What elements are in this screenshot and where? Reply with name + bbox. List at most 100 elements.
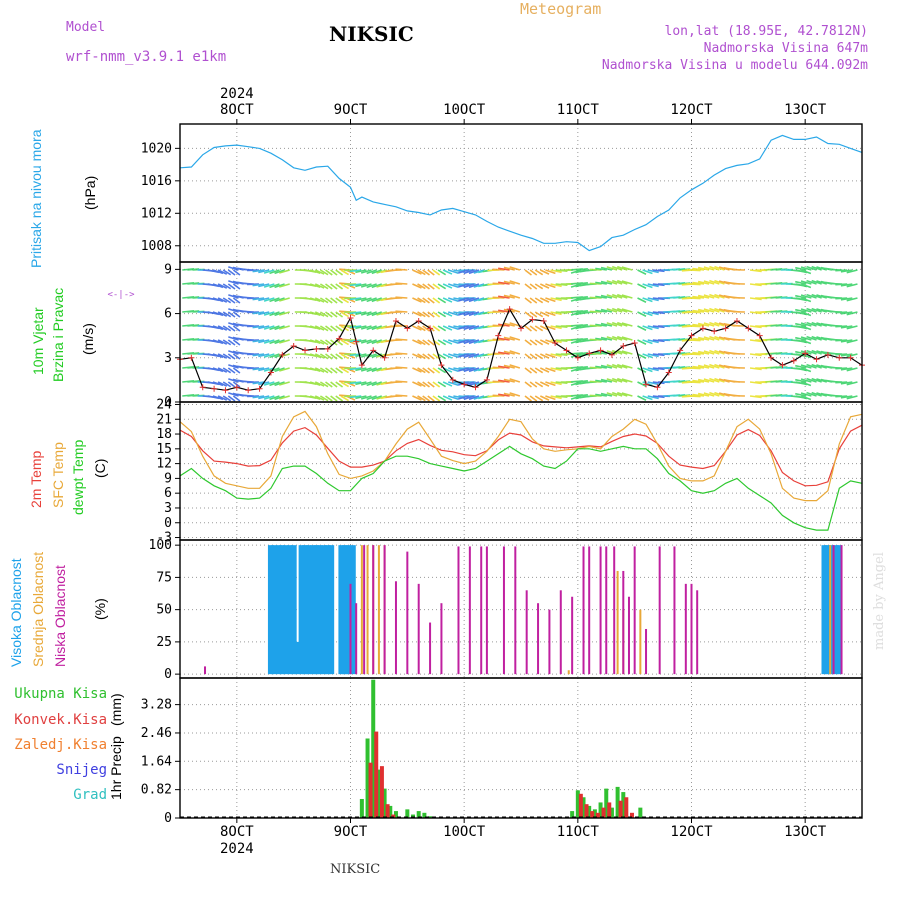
wind-arrow	[621, 364, 633, 369]
wind-arrow	[417, 353, 426, 360]
cloud-bar	[302, 545, 309, 675]
wind-speed-marker	[495, 332, 502, 339]
x-tick-label-top: 11OCT	[557, 102, 600, 118]
cloud-bar	[282, 545, 289, 675]
wind-arrow	[539, 297, 550, 303]
wind-arrow	[806, 363, 817, 369]
wind-arrow	[846, 269, 858, 274]
wind-arrow	[228, 280, 239, 285]
wind-arrow	[611, 279, 623, 285]
wind-arrow	[576, 296, 588, 299]
wind-arrow	[371, 269, 383, 275]
wind-arrow	[314, 311, 325, 317]
cloud-bar	[366, 545, 369, 675]
wind-arrow	[714, 377, 725, 383]
wind-arrow	[550, 311, 562, 316]
wind-arrow	[258, 297, 270, 302]
y-tick-label: 1012	[141, 206, 172, 221]
wind-arrow	[442, 381, 453, 387]
wind-arrow	[703, 294, 715, 299]
wind-arrow	[442, 297, 453, 303]
cloud-bar	[673, 546, 676, 675]
wind-arrow	[412, 325, 422, 331]
wind-arrow	[340, 353, 350, 360]
wind-speed-marker	[574, 354, 581, 361]
wind-arrow	[458, 311, 469, 316]
wind-arrow	[617, 307, 628, 313]
cloud-bar	[328, 545, 335, 675]
wind-arrow	[524, 283, 532, 290]
wind-arrow	[269, 325, 280, 331]
wind-speed-marker	[370, 347, 377, 354]
wind-arrow	[228, 364, 239, 369]
wind-arrow	[835, 339, 848, 342]
wind-arrow	[529, 381, 538, 388]
wind-arrow	[539, 353, 550, 359]
y-tick-label: 100	[149, 538, 172, 553]
wind-speed-marker	[586, 350, 593, 357]
wind-arrow	[422, 339, 430, 346]
cloud-bar	[821, 545, 828, 675]
wind-arrow	[442, 311, 453, 317]
wind-arrow	[576, 366, 588, 369]
wind-arrow	[800, 367, 812, 373]
precip-bar	[405, 809, 410, 818]
wind-arrow	[432, 353, 441, 360]
precip-bar	[598, 802, 603, 818]
wind-arrow	[269, 311, 280, 317]
wind-arrow	[550, 367, 562, 372]
cloud-bar	[645, 628, 648, 675]
wind-arrow	[395, 352, 408, 355]
wind-arrow	[279, 395, 290, 400]
precip-bar	[604, 788, 609, 818]
wind-arrow	[647, 367, 659, 372]
wind-arrow	[800, 325, 812, 331]
wind-arrow	[570, 353, 582, 358]
wind-arrow	[503, 294, 515, 299]
wind-arrow	[806, 349, 817, 355]
panel-frame	[179, 123, 863, 263]
wind-arrow	[412, 297, 422, 303]
wind-arrow	[703, 280, 715, 285]
wind-arrow	[355, 395, 367, 400]
wind-arrow	[458, 269, 469, 274]
precip-bar	[638, 807, 643, 818]
y-tick-label: 0	[164, 395, 172, 410]
wind-arrow	[642, 339, 653, 345]
cloud-bar	[829, 545, 832, 675]
wind-arrow	[835, 283, 848, 286]
wind-arrow	[509, 378, 521, 383]
wind-arrow	[606, 266, 618, 271]
wind-arrow	[498, 351, 510, 355]
wind-arrow	[395, 394, 408, 397]
wind-arrow	[263, 381, 275, 386]
wind-arrow	[703, 308, 715, 313]
wind-arrow	[595, 365, 607, 369]
wind-arrow	[448, 381, 459, 386]
wind-arrow	[395, 380, 408, 383]
wind-arrow	[279, 339, 290, 344]
wind-arrow	[371, 297, 383, 303]
cloud-bar	[360, 545, 363, 675]
wind-arrow	[846, 395, 858, 400]
wind-arrow	[697, 308, 710, 313]
wind-arrow	[355, 269, 367, 274]
wind-arrow	[703, 392, 715, 397]
wind-arrow	[340, 311, 350, 318]
author-credit: made by Angel	[872, 552, 887, 650]
wind-arrow	[274, 269, 285, 275]
cloud-bar	[616, 570, 619, 675]
wind-arrow	[509, 336, 521, 341]
wind-arrow	[697, 266, 710, 271]
wind-arrow	[252, 269, 265, 273]
wind-arrow	[263, 311, 275, 316]
wind-arrow	[570, 325, 582, 330]
wind-speed-marker	[267, 369, 274, 376]
wind-arrow	[422, 353, 430, 360]
precip-bar	[393, 811, 398, 818]
wind-arrow	[309, 395, 321, 400]
precip-bar	[624, 797, 629, 818]
cloud-bar	[267, 545, 274, 675]
wind-arrow	[395, 338, 408, 341]
wind-arrow	[576, 352, 588, 355]
